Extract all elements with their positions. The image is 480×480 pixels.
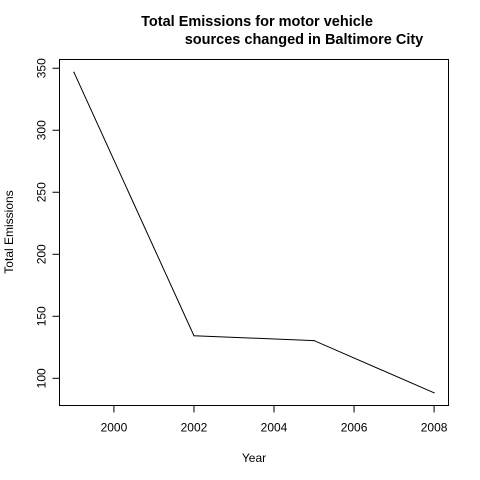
y-axis-label: Total Emissions [2, 190, 16, 273]
y-tick-label: 100 [35, 368, 49, 388]
data-point [73, 71, 75, 73]
data-point [313, 339, 315, 342]
chart-title-line-2: sources changed in Baltimore City [185, 32, 424, 48]
y-tick-label: 150 [35, 306, 49, 326]
y-tick-label: 200 [35, 244, 49, 264]
chart-title-line-1: Total Emissions for motor vehicle [141, 14, 373, 30]
y-tick-label: 350 [35, 58, 49, 78]
x-axis-label: Year [242, 451, 266, 465]
emissions-line [73, 71, 435, 394]
y-tick-label: 250 [35, 182, 49, 202]
x-tick-label: 2006 [341, 421, 368, 435]
plot-frame [59, 59, 449, 406]
y-tick-label: 300 [35, 120, 49, 140]
data-point [193, 335, 195, 337]
x-tick-label: 2002 [181, 421, 208, 435]
y-axis: 100 150 200 250 300 350 [35, 58, 60, 388]
x-tick-label: 2000 [101, 421, 128, 435]
x-tick-label: 2004 [261, 421, 288, 435]
x-tick-label: 2008 [421, 421, 448, 435]
data-point [433, 392, 435, 394]
x-axis: 2000 2002 2004 2006 2008 [101, 405, 448, 435]
series-total-emissions [73, 71, 435, 394]
